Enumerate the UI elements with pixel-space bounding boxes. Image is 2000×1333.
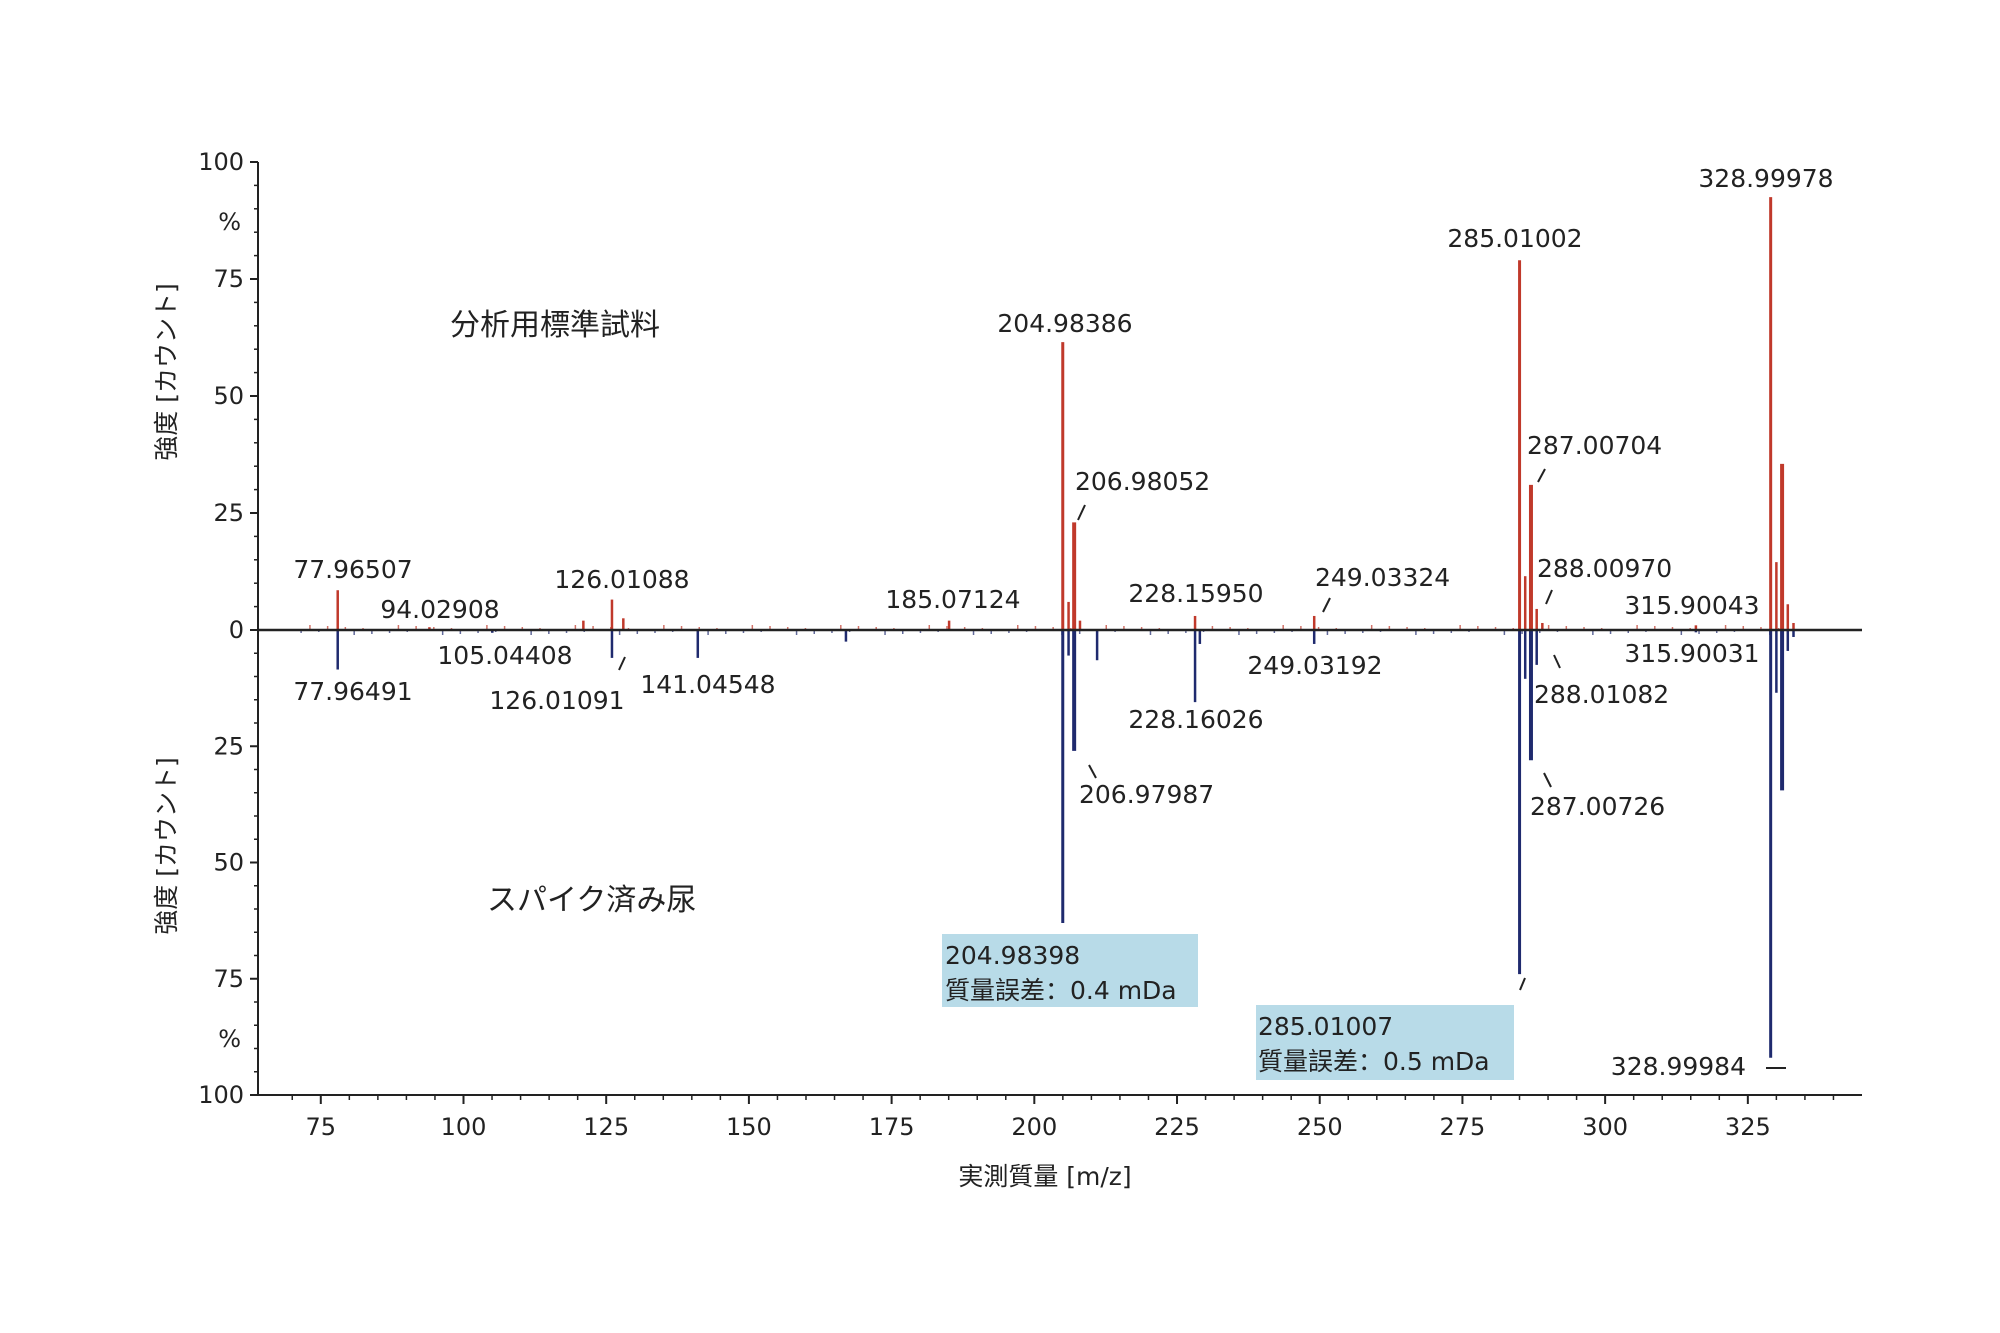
label-leader-line (1088, 764, 1097, 779)
peak-label: 315.90043 (1624, 591, 1759, 620)
peak-label: 126.01091 (489, 686, 624, 715)
peak-label: 288.01082 (1534, 680, 1669, 709)
label-leader-line (1077, 504, 1086, 521)
y-tick-label: 100 (198, 1081, 244, 1109)
y-unit-bottom: % (218, 1025, 241, 1053)
peak-label: 228.16026 (1128, 705, 1263, 734)
x-tick-label: 300 (1582, 1113, 1628, 1141)
y-tick-label: 75 (213, 965, 244, 993)
y-tick-label: 25 (213, 732, 244, 760)
y-tick-label: 50 (213, 382, 244, 410)
peak-labels: 77.96507 94.02908 126.01088 185.07124 204.98… (293, 164, 1833, 1081)
label-leader-line (1322, 597, 1331, 613)
mass-error-box-2 (1256, 1005, 1514, 1080)
y-tick-label: 75 (213, 265, 244, 293)
y-tick-label: 50 (213, 849, 244, 877)
peak-label: 228.15950 (1128, 579, 1263, 608)
y-unit-top: % (218, 208, 241, 236)
peak-label: 185.07124 (885, 585, 1020, 614)
x-tick-label: 125 (583, 1113, 629, 1141)
x-tick-label: 150 (726, 1113, 772, 1141)
peak-label: 315.90031 (1624, 639, 1759, 668)
spectrum-peaks (336, 197, 1795, 1058)
x-tick-label: 275 (1440, 1113, 1486, 1141)
peak-label: 206.97987 (1079, 780, 1214, 809)
x-tick-label: 325 (1725, 1113, 1771, 1141)
peak-label: 141.04548 (640, 670, 775, 699)
peak-label: 287.00726 (1530, 792, 1665, 821)
peak-label: 288.00970 (1537, 554, 1672, 583)
peak-label: 94.02908 (380, 595, 499, 624)
x-tick-label: 100 (441, 1113, 487, 1141)
x-tick-label: 200 (1011, 1113, 1057, 1141)
y-tick-label: 0 (229, 616, 244, 644)
mass-error-box-2-mass: 285.01007 (1258, 1012, 1393, 1041)
mass-error-box-1 (942, 934, 1198, 1007)
peak-label: 77.96507 (293, 555, 412, 584)
label-leader-line (1543, 772, 1552, 788)
x-axis-title: 実測質量 [m/z] (958, 1162, 1131, 1191)
peak-label: 328.99984 (1611, 1052, 1746, 1081)
axes: 0 25 25 50 50 75 75 100 100 75 100 125 150 175 200 225 2… (198, 148, 1862, 1141)
x-tick-label: 250 (1297, 1113, 1343, 1141)
peak-label: 249.03324 (1315, 563, 1450, 592)
x-tick-label: 225 (1154, 1113, 1200, 1141)
peak-label: 126.01088 (554, 565, 689, 594)
peak-label: 77.96491 (293, 677, 412, 706)
label-leader-line (1537, 468, 1546, 483)
label-leader-line (1545, 589, 1553, 605)
peak-label: 105.04408 (437, 641, 572, 670)
sample-label-bottom: スパイク済み尿 (487, 883, 696, 918)
peak-label: 328.99978 (1698, 164, 1833, 193)
peak-label: 206.98052 (1075, 467, 1210, 496)
peak-label: 249.03192 (1247, 651, 1382, 680)
peak-label: 204.98386 (997, 309, 1132, 338)
label-leader-line (1553, 654, 1561, 669)
y-tick-label: 25 (213, 499, 244, 527)
y-axis-title-top: 強度 [カウント] (152, 283, 181, 460)
label-leader-line (1519, 977, 1526, 991)
y-tick-label: 100 (198, 148, 244, 176)
mass-error-box-2-error: 質量誤差：0.5 mDa (1258, 1047, 1490, 1076)
x-tick-label: 175 (869, 1113, 915, 1141)
peak-label: 287.00704 (1527, 431, 1662, 460)
x-tick-label: 75 (306, 1113, 337, 1141)
mass-error-box-1-error: 質量誤差：0.4 mDa (945, 976, 1177, 1005)
peak-label: 285.01002 (1447, 224, 1582, 253)
sample-label-top: 分析用標準試料 (450, 308, 660, 343)
label-leader-line (618, 656, 626, 671)
mass-error-box-1-mass: 204.98398 (945, 941, 1080, 970)
y-axis-title-bottom: 強度 [カウント] (152, 757, 181, 934)
